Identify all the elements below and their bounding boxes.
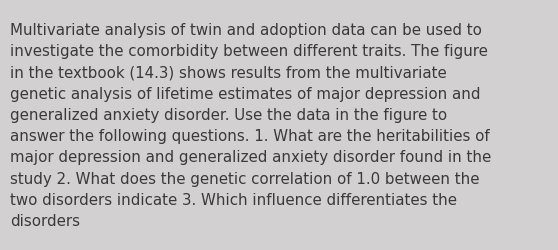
Text: Multivariate analysis of twin and adoption data can be used to
investigate the c: Multivariate analysis of twin and adopti… <box>10 23 491 228</box>
